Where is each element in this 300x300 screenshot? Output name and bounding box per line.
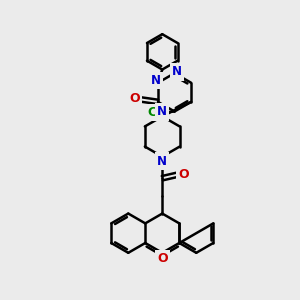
Text: N: N [172,65,182,79]
Text: O: O [178,168,189,181]
Text: O: O [129,92,140,105]
Text: Cl: Cl [148,106,161,119]
Text: O: O [157,252,168,266]
Text: N: N [157,106,167,118]
Text: N: N [151,74,160,87]
Text: N: N [157,154,167,167]
